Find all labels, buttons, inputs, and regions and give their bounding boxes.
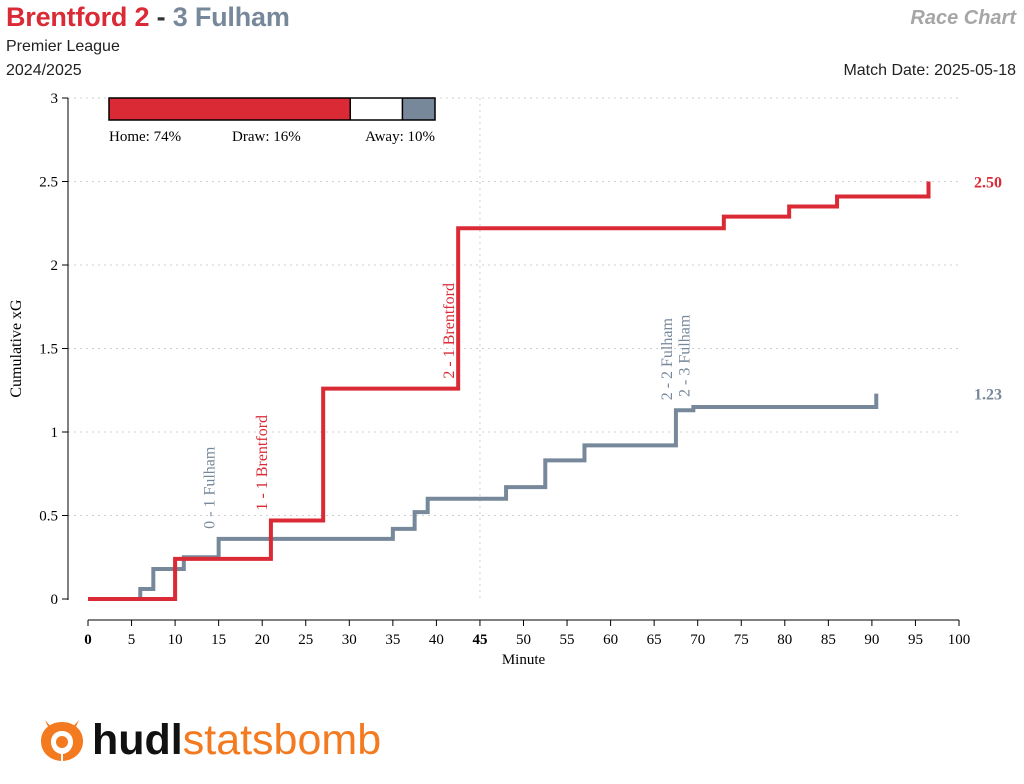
win-probability-bar: Home: 74% Draw: 16% Away: 10% [108, 97, 436, 145]
prob-away-label: Away: 10% [365, 129, 435, 145]
prob-draw-segment [350, 98, 403, 120]
home-team-score: Brentford 2 [6, 2, 150, 32]
x-tick-label: 60 [603, 632, 618, 648]
prob-draw-label: Draw: 16% [232, 129, 301, 145]
x-tick-label: 10 [168, 632, 183, 648]
x-tick-label: 95 [908, 632, 923, 648]
x-tick-label: 5 [128, 632, 136, 648]
axes-layer: 00.511.522.530 5 10 15 20 25 30 35 40 45 50 55 60 65 7… [39, 91, 970, 648]
goal-annotation: 2 - 2 Fulham [659, 318, 676, 401]
x-tick-label: 100 [948, 632, 971, 648]
score-separator: - [156, 2, 166, 32]
season-label: 2024/2025 [6, 62, 82, 79]
statsbomb-bull-icon [41, 720, 83, 761]
x-tick-label: 0 [84, 632, 92, 648]
x-tick-label: 45 [472, 632, 487, 648]
annotation-layer: 0 - 1 Fulham 1 - 1 Brentford 2 - 1 Brentfo… [202, 283, 694, 529]
x-tick-label: 65 [647, 632, 662, 648]
x-tick-label: 55 [560, 632, 575, 648]
goal-annotation: 0 - 1 Fulham [202, 446, 219, 529]
goal-annotation: 1 - 1 Brentford [254, 415, 271, 511]
x-tick-label: 50 [516, 632, 531, 648]
match-date: Match Date: 2025-05-18 [843, 62, 1016, 79]
x-tick-label: 35 [385, 632, 400, 648]
y-tick-label: 2.5 [39, 175, 58, 191]
prob-home-segment [109, 98, 351, 120]
y-tick-label: 2 [51, 258, 59, 274]
prob-away-segment [402, 98, 435, 120]
x-tick-label: 70 [690, 632, 705, 648]
goal-annotation: 2 - 3 Fulham [676, 314, 693, 397]
x-tick-label: 90 [864, 632, 879, 648]
x-tick-label: 80 [777, 632, 792, 648]
x-axis-label: Minute [502, 652, 546, 668]
x-tick-label: 30 [342, 632, 357, 648]
home-final-xg-label: 2.50 [974, 175, 1002, 192]
x-tick-label: 75 [734, 632, 749, 648]
prob-home-label: Home: 74% [109, 129, 181, 145]
y-axis-label: Cumulative xG [8, 299, 25, 398]
x-tick-label: 20 [255, 632, 270, 648]
y-tick-label: 1 [51, 425, 59, 441]
logo-wordmark: hudlstatsbomb [92, 715, 382, 764]
away-final-xg-label: 1.23 [974, 387, 1002, 404]
prob-bar-frame [108, 97, 436, 121]
y-tick-label: 1.5 [39, 342, 58, 358]
logo-wordmark-hudl: hudl [92, 715, 183, 764]
goal-annotation: 2 - 1 Brentford [441, 283, 458, 379]
away-team-score: 3 Fulham [172, 2, 290, 32]
race-chart: 00.511.522.530 5 10 15 20 25 30 35 40 45 50 55 60 65 7… [8, 91, 1002, 668]
home-xg-line [88, 181, 931, 601]
y-tick-label: 0 [51, 592, 59, 608]
x-tick-label: 25 [298, 632, 313, 648]
y-tick-label: 3 [51, 91, 59, 107]
y-tick-label: 0.5 [39, 509, 58, 525]
x-tick-label: 85 [821, 632, 836, 648]
grid-layer [68, 97, 959, 599]
series-layer: 1.23 2.50 [88, 175, 1002, 601]
x-tick-label: 40 [429, 632, 444, 648]
chart-kind-label: Race Chart [910, 7, 1016, 29]
competition-name: Premier League [6, 38, 120, 55]
away-xg-line [88, 393, 879, 601]
logo-wordmark-statsbomb: statsbomb [182, 715, 382, 764]
hudl-statsbomb-logo: hudlstatsbomb [36, 712, 381, 768]
x-tick-label: 15 [211, 632, 226, 648]
match-title: Brentford 2 - 3 Fulham [6, 2, 290, 33]
